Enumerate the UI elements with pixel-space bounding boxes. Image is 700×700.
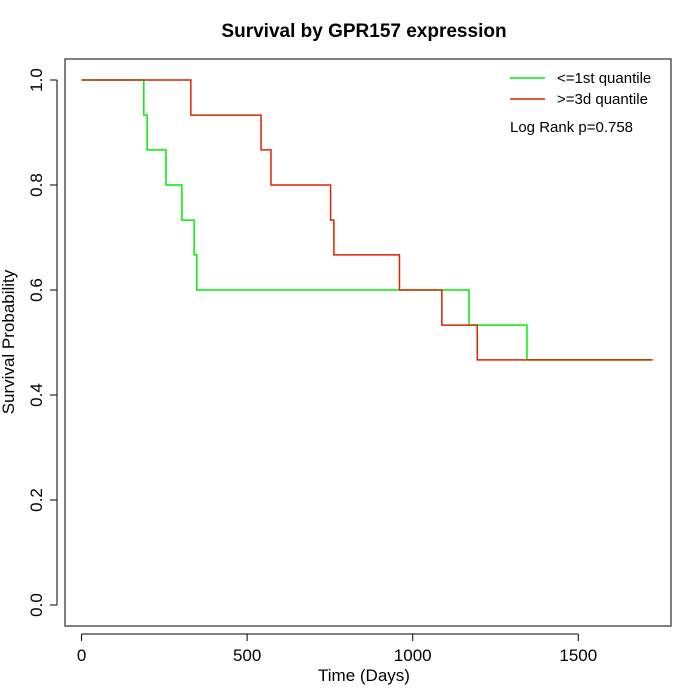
- series-line-1: [81, 79, 653, 361]
- x-tick-label: 1000: [394, 646, 432, 665]
- x-tick-label: 0: [77, 646, 86, 665]
- x-axis-label: Time (Days): [318, 666, 410, 685]
- y-tick-label: 1.0: [27, 68, 46, 92]
- y-axis: 0.0 0.2 0.4 0.6 0.8 1.0: [27, 68, 58, 617]
- legend-label-high: >=3d quantile: [557, 91, 648, 108]
- chart-title: Survival by GPR157 expression: [221, 21, 506, 42]
- y-tick-label: 0.0: [27, 593, 46, 617]
- y-tick-label: 0.2: [27, 488, 46, 512]
- log-rank-annotation: Log Rank p=0.758: [510, 119, 633, 136]
- legend-label-low: <=1st quantile: [557, 70, 651, 87]
- y-tick-label: 0.8: [27, 173, 46, 197]
- plot-frame: [64, 58, 672, 627]
- x-tick-label: 1500: [559, 646, 597, 665]
- y-tick-label: 0.4: [27, 383, 46, 407]
- legend: <=1st quantile >=3d quantile: [510, 70, 651, 108]
- x-tick-label: 500: [233, 646, 261, 665]
- x-axis: 0 500 1000 1500: [77, 633, 597, 665]
- series-layer: [81, 79, 653, 361]
- series-line-0: [81, 79, 652, 361]
- y-tick-label: 0.6: [27, 278, 46, 302]
- y-axis-label: Survival Probability: [0, 269, 18, 414]
